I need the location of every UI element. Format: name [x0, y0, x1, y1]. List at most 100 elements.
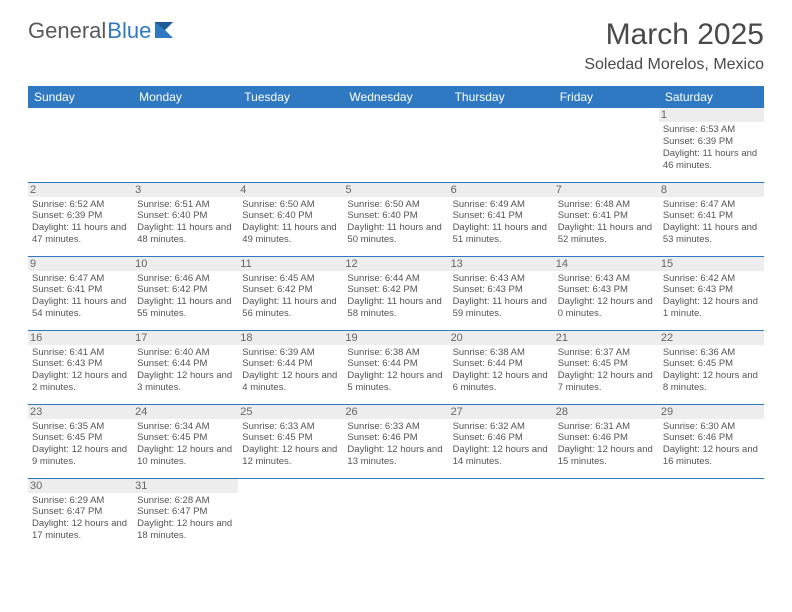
calendar-cell — [343, 478, 448, 552]
calendar-cell: 8 Sunrise: 6:47 AMSunset: 6:41 PMDaylight… — [659, 182, 764, 256]
day-text: Sunrise: 6:48 AMSunset: 6:41 PMDaylight:… — [558, 199, 655, 247]
day-number: 20 — [449, 331, 554, 345]
day-number: 10 — [133, 257, 238, 271]
calendar-cell: 21Sunrise: 6:37 AMSunset: 6:45 PMDayligh… — [554, 330, 659, 404]
day-text: Sunrise: 6:50 AMSunset: 6:40 PMDaylight:… — [242, 199, 339, 247]
day-text: Sunrise: 6:38 AMSunset: 6:44 PMDaylight:… — [453, 347, 550, 395]
calendar-cell: 26Sunrise: 6:33 AMSunset: 6:46 PMDayligh… — [343, 404, 448, 478]
weekday-header: Sunday — [28, 86, 133, 108]
calendar-cell: 31Sunrise: 6:28 AMSunset: 6:47 PMDayligh… — [133, 478, 238, 552]
calendar-row: 1 Sunrise: 6:53 AMSunset: 6:39 PMDaylight… — [28, 108, 764, 182]
day-text: Sunrise: 6:29 AMSunset: 6:47 PMDaylight:… — [32, 495, 129, 543]
calendar-cell: 13 Sunrise: 6:43 AMSunset: 6:43 PMDayligh… — [449, 256, 554, 330]
day-number: 22 — [659, 331, 764, 345]
day-text: Sunrise: 6:52 AMSunset: 6:39 PMDaylight:… — [32, 199, 129, 247]
title-block: March 2025 Soledad Morelos, Mexico — [584, 18, 764, 74]
day-text: Sunrise: 6:41 AMSunset: 6:43 PMDaylight:… — [32, 347, 129, 395]
day-number: 7 — [554, 183, 659, 197]
day-text: Sunrise: 6:47 AMSunset: 6:41 PMDaylight:… — [663, 199, 760, 247]
calendar-cell — [28, 108, 133, 182]
calendar-cell: 20 Sunrise: 6:38 AMSunset: 6:44 PMDayligh… — [449, 330, 554, 404]
day-number: 11 — [238, 257, 343, 271]
month-title: March 2025 — [584, 18, 764, 52]
day-text: Sunrise: 6:33 AMSunset: 6:45 PMDaylight:… — [242, 421, 339, 469]
day-number: 3 — [133, 183, 238, 197]
day-text: Sunrise: 6:43 AMSunset: 6:43 PMDaylight:… — [453, 273, 550, 321]
day-number: 4 — [238, 183, 343, 197]
weekday-header-row: Sunday Monday Tuesday Wednesday Thursday… — [28, 86, 764, 108]
calendar-cell: 17Sunrise: 6:40 AMSunset: 6:44 PMDayligh… — [133, 330, 238, 404]
day-text: Sunrise: 6:46 AMSunset: 6:42 PMDaylight:… — [137, 273, 234, 321]
day-number: 2 — [28, 183, 133, 197]
calendar-cell: 16 Sunrise: 6:41 AMSunset: 6:43 PMDayligh… — [28, 330, 133, 404]
day-text: Sunrise: 6:38 AMSunset: 6:44 PMDaylight:… — [347, 347, 444, 395]
calendar-cell: 25 Sunrise: 6:33 AMSunset: 6:45 PMDayligh… — [238, 404, 343, 478]
weekday-header: Monday — [133, 86, 238, 108]
calendar-cell: 15Sunrise: 6:42 AMSunset: 6:43 PMDayligh… — [659, 256, 764, 330]
day-number: 15 — [659, 257, 764, 271]
day-number: 27 — [449, 405, 554, 419]
day-text: Sunrise: 6:32 AMSunset: 6:46 PMDaylight:… — [453, 421, 550, 469]
calendar-cell: 28Sunrise: 6:31 AMSunset: 6:46 PMDayligh… — [554, 404, 659, 478]
calendar-table: Sunday Monday Tuesday Wednesday Thursday… — [28, 86, 764, 552]
calendar-cell: 29Sunrise: 6:30 AMSunset: 6:46 PMDayligh… — [659, 404, 764, 478]
day-number: 25 — [238, 405, 343, 419]
day-number: 9 — [28, 257, 133, 271]
day-number: 30 — [28, 479, 133, 493]
calendar-cell — [449, 108, 554, 182]
calendar-cell — [343, 108, 448, 182]
day-text: Sunrise: 6:53 AMSunset: 6:39 PMDaylight:… — [663, 124, 760, 172]
day-number: 12 — [343, 257, 448, 271]
day-number: 1 — [659, 108, 764, 122]
calendar-cell — [659, 478, 764, 552]
day-text: Sunrise: 6:49 AMSunset: 6:41 PMDaylight:… — [453, 199, 550, 247]
calendar-cell: 19Sunrise: 6:38 AMSunset: 6:44 PMDayligh… — [343, 330, 448, 404]
day-text: Sunrise: 6:34 AMSunset: 6:45 PMDaylight:… — [137, 421, 234, 469]
calendar-cell: 10 Sunrise: 6:46 AMSunset: 6:42 PMDayligh… — [133, 256, 238, 330]
calendar-cell: 9 Sunrise: 6:47 AMSunset: 6:41 PMDaylight… — [28, 256, 133, 330]
day-number: 17 — [133, 331, 238, 345]
day-number: 16 — [28, 331, 133, 345]
calendar-cell — [449, 478, 554, 552]
calendar-row: 16 Sunrise: 6:41 AMSunset: 6:43 PMDayligh… — [28, 330, 764, 404]
calendar-cell: 5Sunrise: 6:50 AMSunset: 6:40 PMDaylight… — [343, 182, 448, 256]
location: Soledad Morelos, Mexico — [584, 56, 764, 74]
calendar-cell: 30 Sunrise: 6:29 AMSunset: 6:47 PMDayligh… — [28, 478, 133, 552]
day-text: Sunrise: 6:50 AMSunset: 6:40 PMDaylight:… — [347, 199, 444, 247]
calendar-cell: 4 Sunrise: 6:50 AMSunset: 6:40 PMDaylight… — [238, 182, 343, 256]
calendar-cell: 2 Sunrise: 6:52 AMSunset: 6:39 PMDaylight… — [28, 182, 133, 256]
logo: GeneralBlue — [28, 18, 177, 44]
calendar-row: 30 Sunrise: 6:29 AMSunset: 6:47 PMDayligh… — [28, 478, 764, 552]
calendar-cell: 14Sunrise: 6:43 AMSunset: 6:43 PMDayligh… — [554, 256, 659, 330]
calendar-cell — [133, 108, 238, 182]
day-text: Sunrise: 6:43 AMSunset: 6:43 PMDaylight:… — [558, 273, 655, 321]
calendar-cell — [554, 108, 659, 182]
day-number: 13 — [449, 257, 554, 271]
day-number: 8 — [659, 183, 764, 197]
day-text: Sunrise: 6:44 AMSunset: 6:42 PMDaylight:… — [347, 273, 444, 321]
day-text: Sunrise: 6:35 AMSunset: 6:45 PMDaylight:… — [32, 421, 129, 469]
calendar-cell: 12 Sunrise: 6:44 AMSunset: 6:42 PMDayligh… — [343, 256, 448, 330]
day-number: 26 — [343, 405, 448, 419]
calendar-cell — [238, 478, 343, 552]
logo-text-b: Blue — [107, 18, 151, 44]
weekday-header: Tuesday — [238, 86, 343, 108]
flag-icon — [155, 18, 177, 44]
calendar-cell: 7 Sunrise: 6:48 AMSunset: 6:41 PMDaylight… — [554, 182, 659, 256]
day-text: Sunrise: 6:30 AMSunset: 6:46 PMDaylight:… — [663, 421, 760, 469]
day-number: 24 — [133, 405, 238, 419]
day-text: Sunrise: 6:37 AMSunset: 6:45 PMDaylight:… — [558, 347, 655, 395]
calendar-cell — [238, 108, 343, 182]
weekday-header: Saturday — [659, 86, 764, 108]
day-number: 23 — [28, 405, 133, 419]
day-number: 31 — [133, 479, 238, 493]
calendar-cell — [554, 478, 659, 552]
day-text: Sunrise: 6:36 AMSunset: 6:45 PMDaylight:… — [663, 347, 760, 395]
day-text: Sunrise: 6:51 AMSunset: 6:40 PMDaylight:… — [137, 199, 234, 247]
day-text: Sunrise: 6:47 AMSunset: 6:41 PMDaylight:… — [32, 273, 129, 321]
day-text: Sunrise: 6:39 AMSunset: 6:44 PMDaylight:… — [242, 347, 339, 395]
day-number: 18 — [238, 331, 343, 345]
logo-text-a: General — [28, 18, 106, 44]
day-text: Sunrise: 6:45 AMSunset: 6:42 PMDaylight:… — [242, 273, 339, 321]
calendar-cell: 1 Sunrise: 6:53 AMSunset: 6:39 PMDaylight… — [659, 108, 764, 182]
